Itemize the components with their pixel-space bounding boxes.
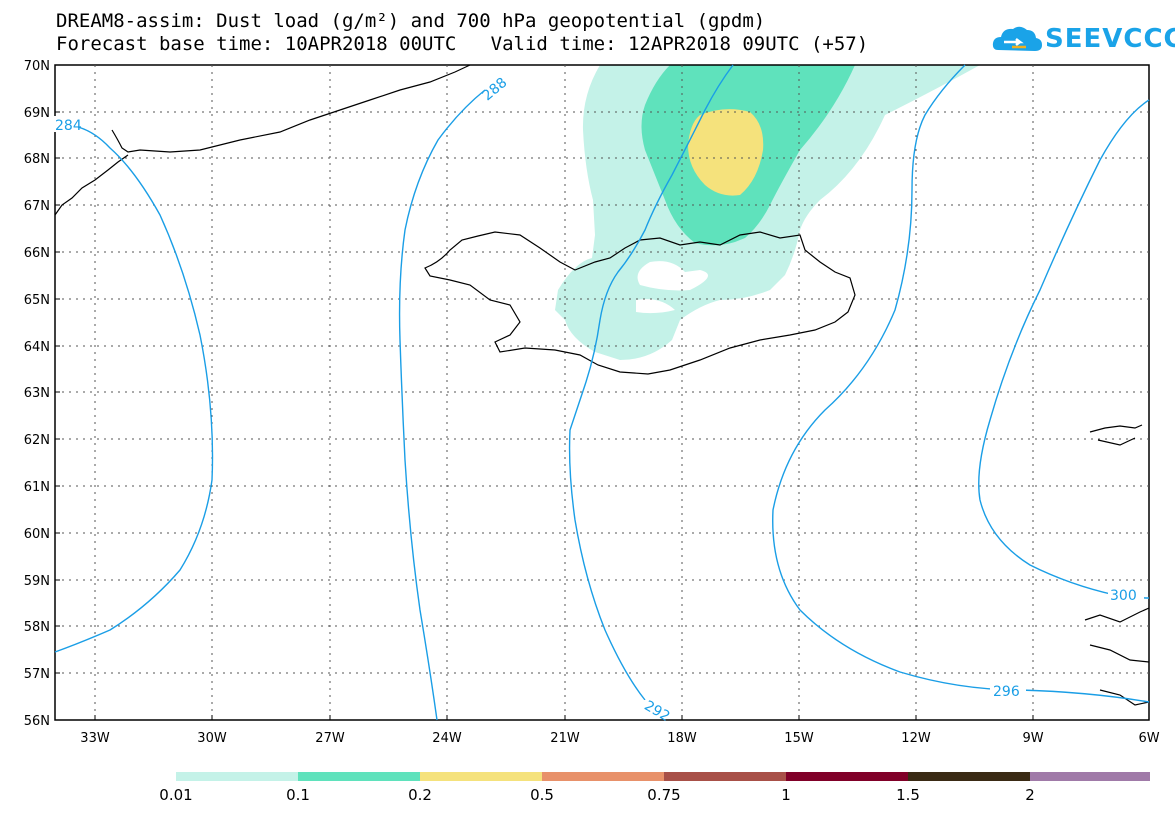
- colorbar-swatch: [542, 772, 664, 781]
- colorbar-label: 0.2: [408, 786, 432, 804]
- contour-label-300: 300: [1110, 588, 1137, 604]
- lat-label: 68N: [24, 152, 50, 167]
- lat-label: 67N: [24, 199, 50, 214]
- colorbar-label: 0.1: [286, 786, 310, 804]
- ticks: [55, 64, 1034, 720]
- lat-label: 57N: [24, 667, 50, 682]
- colorbar-label: 0.75: [647, 786, 681, 804]
- contour-label-288: 288: [480, 75, 511, 104]
- contour-292: [568, 64, 734, 701]
- lon-label: 9W: [1022, 731, 1043, 746]
- map-title: DREAM8-assim: Dust load (g/m²) and 700 h…: [56, 10, 766, 32]
- map-subtitle: Forecast base time: 10APR2018 00UTC Vali…: [56, 33, 869, 55]
- lat-label: 58N: [24, 620, 50, 635]
- lon-label: 6W: [1138, 731, 1159, 746]
- lat-label: 61N: [24, 480, 50, 495]
- coast-greenland: [111, 64, 471, 153]
- lat-label: 62N: [24, 433, 50, 448]
- contour-284: [54, 126, 214, 653]
- coastlines: [54, 64, 1150, 706]
- coast-faroe: [1089, 424, 1143, 446]
- lat-label: 64N: [24, 340, 50, 355]
- lat-labels: 70N 69N 68N 67N 66N 65N 64N 63N 62N 61N …: [24, 59, 50, 729]
- coast-scotland: [1084, 607, 1150, 706]
- cloud-icon: [992, 26, 1042, 51]
- geopotential-contours: [54, 64, 1150, 721]
- colorbar-swatch: [664, 772, 786, 781]
- lon-label: 18W: [667, 731, 697, 746]
- coast-iceland: [424, 231, 856, 375]
- colorbar-swatch: [420, 772, 542, 781]
- dust-gap-2: [636, 299, 675, 314]
- lat-label: 69N: [24, 106, 50, 121]
- colorbar-label: 2: [1025, 786, 1035, 804]
- colorbar-label: 1: [781, 786, 791, 804]
- lon-label: 30W: [197, 731, 227, 746]
- colorbar: [176, 772, 1150, 781]
- lon-label: 24W: [432, 731, 462, 746]
- lat-label: 66N: [24, 246, 50, 261]
- contour-300: [978, 99, 1150, 599]
- lat-label: 56N: [24, 714, 50, 729]
- lat-label: 63N: [24, 386, 50, 401]
- lat-label: 59N: [24, 574, 50, 589]
- contour-label-284: 284: [55, 118, 82, 134]
- lon-label: 33W: [80, 731, 110, 746]
- dust-shading: [555, 65, 980, 360]
- contour-label-296: 296: [993, 684, 1020, 700]
- dust-level-0.2: [688, 109, 764, 196]
- logo-text: SEEVCCC: [1045, 24, 1175, 54]
- colorbar-swatch: [298, 772, 420, 781]
- lat-label: 60N: [24, 527, 50, 542]
- contour-288: [398, 89, 486, 721]
- colorbar-swatch: [1030, 772, 1150, 781]
- lat-label: 65N: [24, 293, 50, 308]
- dust-gap-1: [637, 261, 708, 291]
- lon-label: 15W: [784, 731, 814, 746]
- colorbar-label: 0.01: [159, 786, 193, 804]
- colorbar-swatch: [176, 772, 298, 781]
- colorbar-label: 0.5: [530, 786, 554, 804]
- colorbar-swatch: [786, 772, 908, 781]
- lat-label: 70N: [24, 59, 50, 74]
- lon-label: 21W: [550, 731, 580, 746]
- lon-label: 12W: [901, 731, 931, 746]
- coast-greenland-west: [54, 154, 129, 216]
- colorbar-label: 1.5: [896, 786, 920, 804]
- contour-296: [772, 64, 1150, 703]
- lon-labels: 33W 30W 27W 24W 21W 18W 15W 12W 9W 6W: [80, 731, 1159, 746]
- grid: [55, 65, 1149, 720]
- lon-label: 27W: [315, 731, 345, 746]
- colorbar-swatch: [908, 772, 1030, 781]
